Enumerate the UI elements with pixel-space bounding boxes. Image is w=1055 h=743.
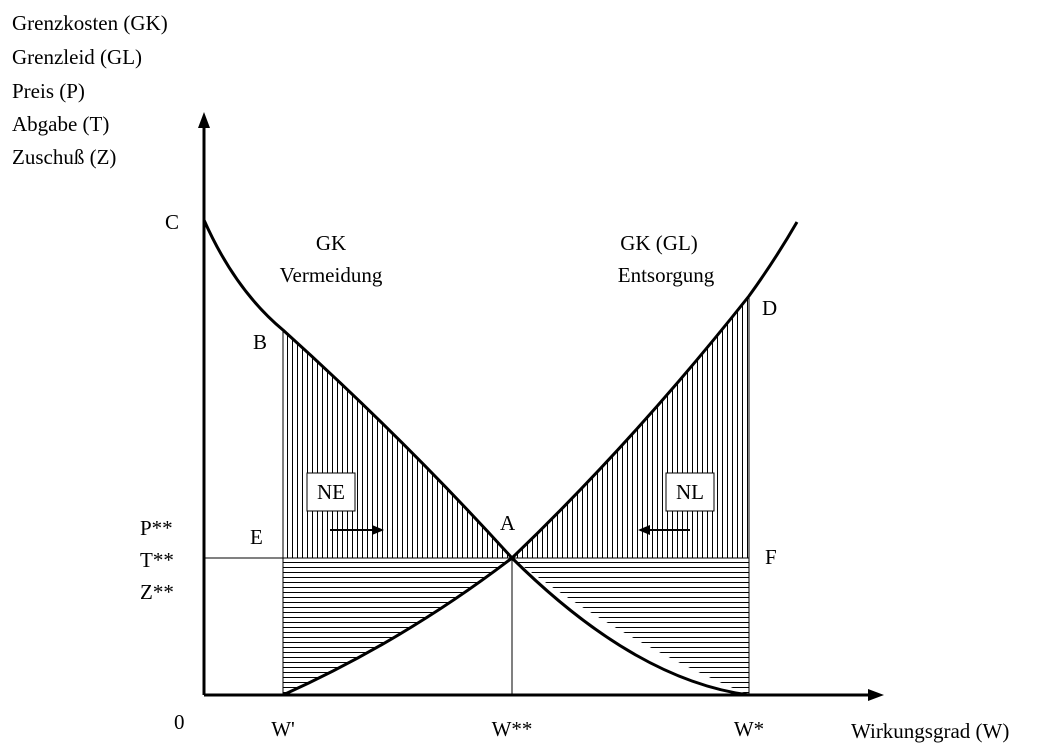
ne-label: NE	[317, 480, 345, 504]
x-tick-w-prime: W'	[271, 717, 295, 741]
x-axis-arrowhead	[868, 689, 884, 701]
hatch-right-lower-area	[512, 558, 749, 695]
point-c-label: C	[165, 210, 179, 234]
y-tick-t: T**	[140, 548, 174, 572]
avoidance-curve-label-line1: GK	[316, 231, 346, 255]
hatch-left-lower-area	[283, 558, 512, 695]
point-e-label: E	[250, 525, 263, 549]
y-axis-label-grenzleid: Grenzleid (GL)	[12, 45, 142, 69]
point-d-label: D	[762, 296, 777, 320]
y-axis-label-abgabe: Abgabe (T)	[12, 112, 109, 136]
nl-label-box	[665, 472, 715, 512]
disposal-curve-label-line2: Entsorgung	[618, 263, 715, 287]
y-axis-label-zuschuss: Zuschuß (Z)	[12, 145, 116, 169]
hatch-ne-area	[283, 330, 512, 558]
ne-label-box	[306, 472, 356, 512]
point-a-label: A	[500, 511, 516, 535]
ne-arrowhead	[372, 525, 384, 535]
point-b-label: B	[253, 330, 267, 354]
y-tick-z: Z**	[140, 580, 174, 604]
x-tick-w-star: W*	[734, 717, 764, 741]
disposal-curve-label-line1: GK (GL)	[620, 231, 698, 255]
point-f-label: F	[765, 545, 777, 569]
hatch-nl-area	[512, 296, 749, 558]
disposal-cost-curve	[282, 221, 799, 697]
x-tick-w-double-star: W**	[492, 717, 533, 741]
nl-label: NL	[676, 480, 704, 504]
avoidance-cost-curve	[202, 219, 750, 697]
origin-label: 0	[174, 710, 185, 734]
y-axis-arrowhead	[198, 112, 210, 128]
y-axis-label-grenzkosten: Grenzkosten (GK)	[12, 11, 168, 35]
nl-arrowhead	[638, 525, 650, 535]
y-axis-label-preis: Preis (P)	[12, 79, 85, 103]
x-axis-label: Wirkungsgrad (W)	[851, 719, 1009, 743]
y-tick-p: P**	[140, 516, 173, 540]
avoidance-curve-label-line2: Vermeidung	[280, 263, 383, 287]
